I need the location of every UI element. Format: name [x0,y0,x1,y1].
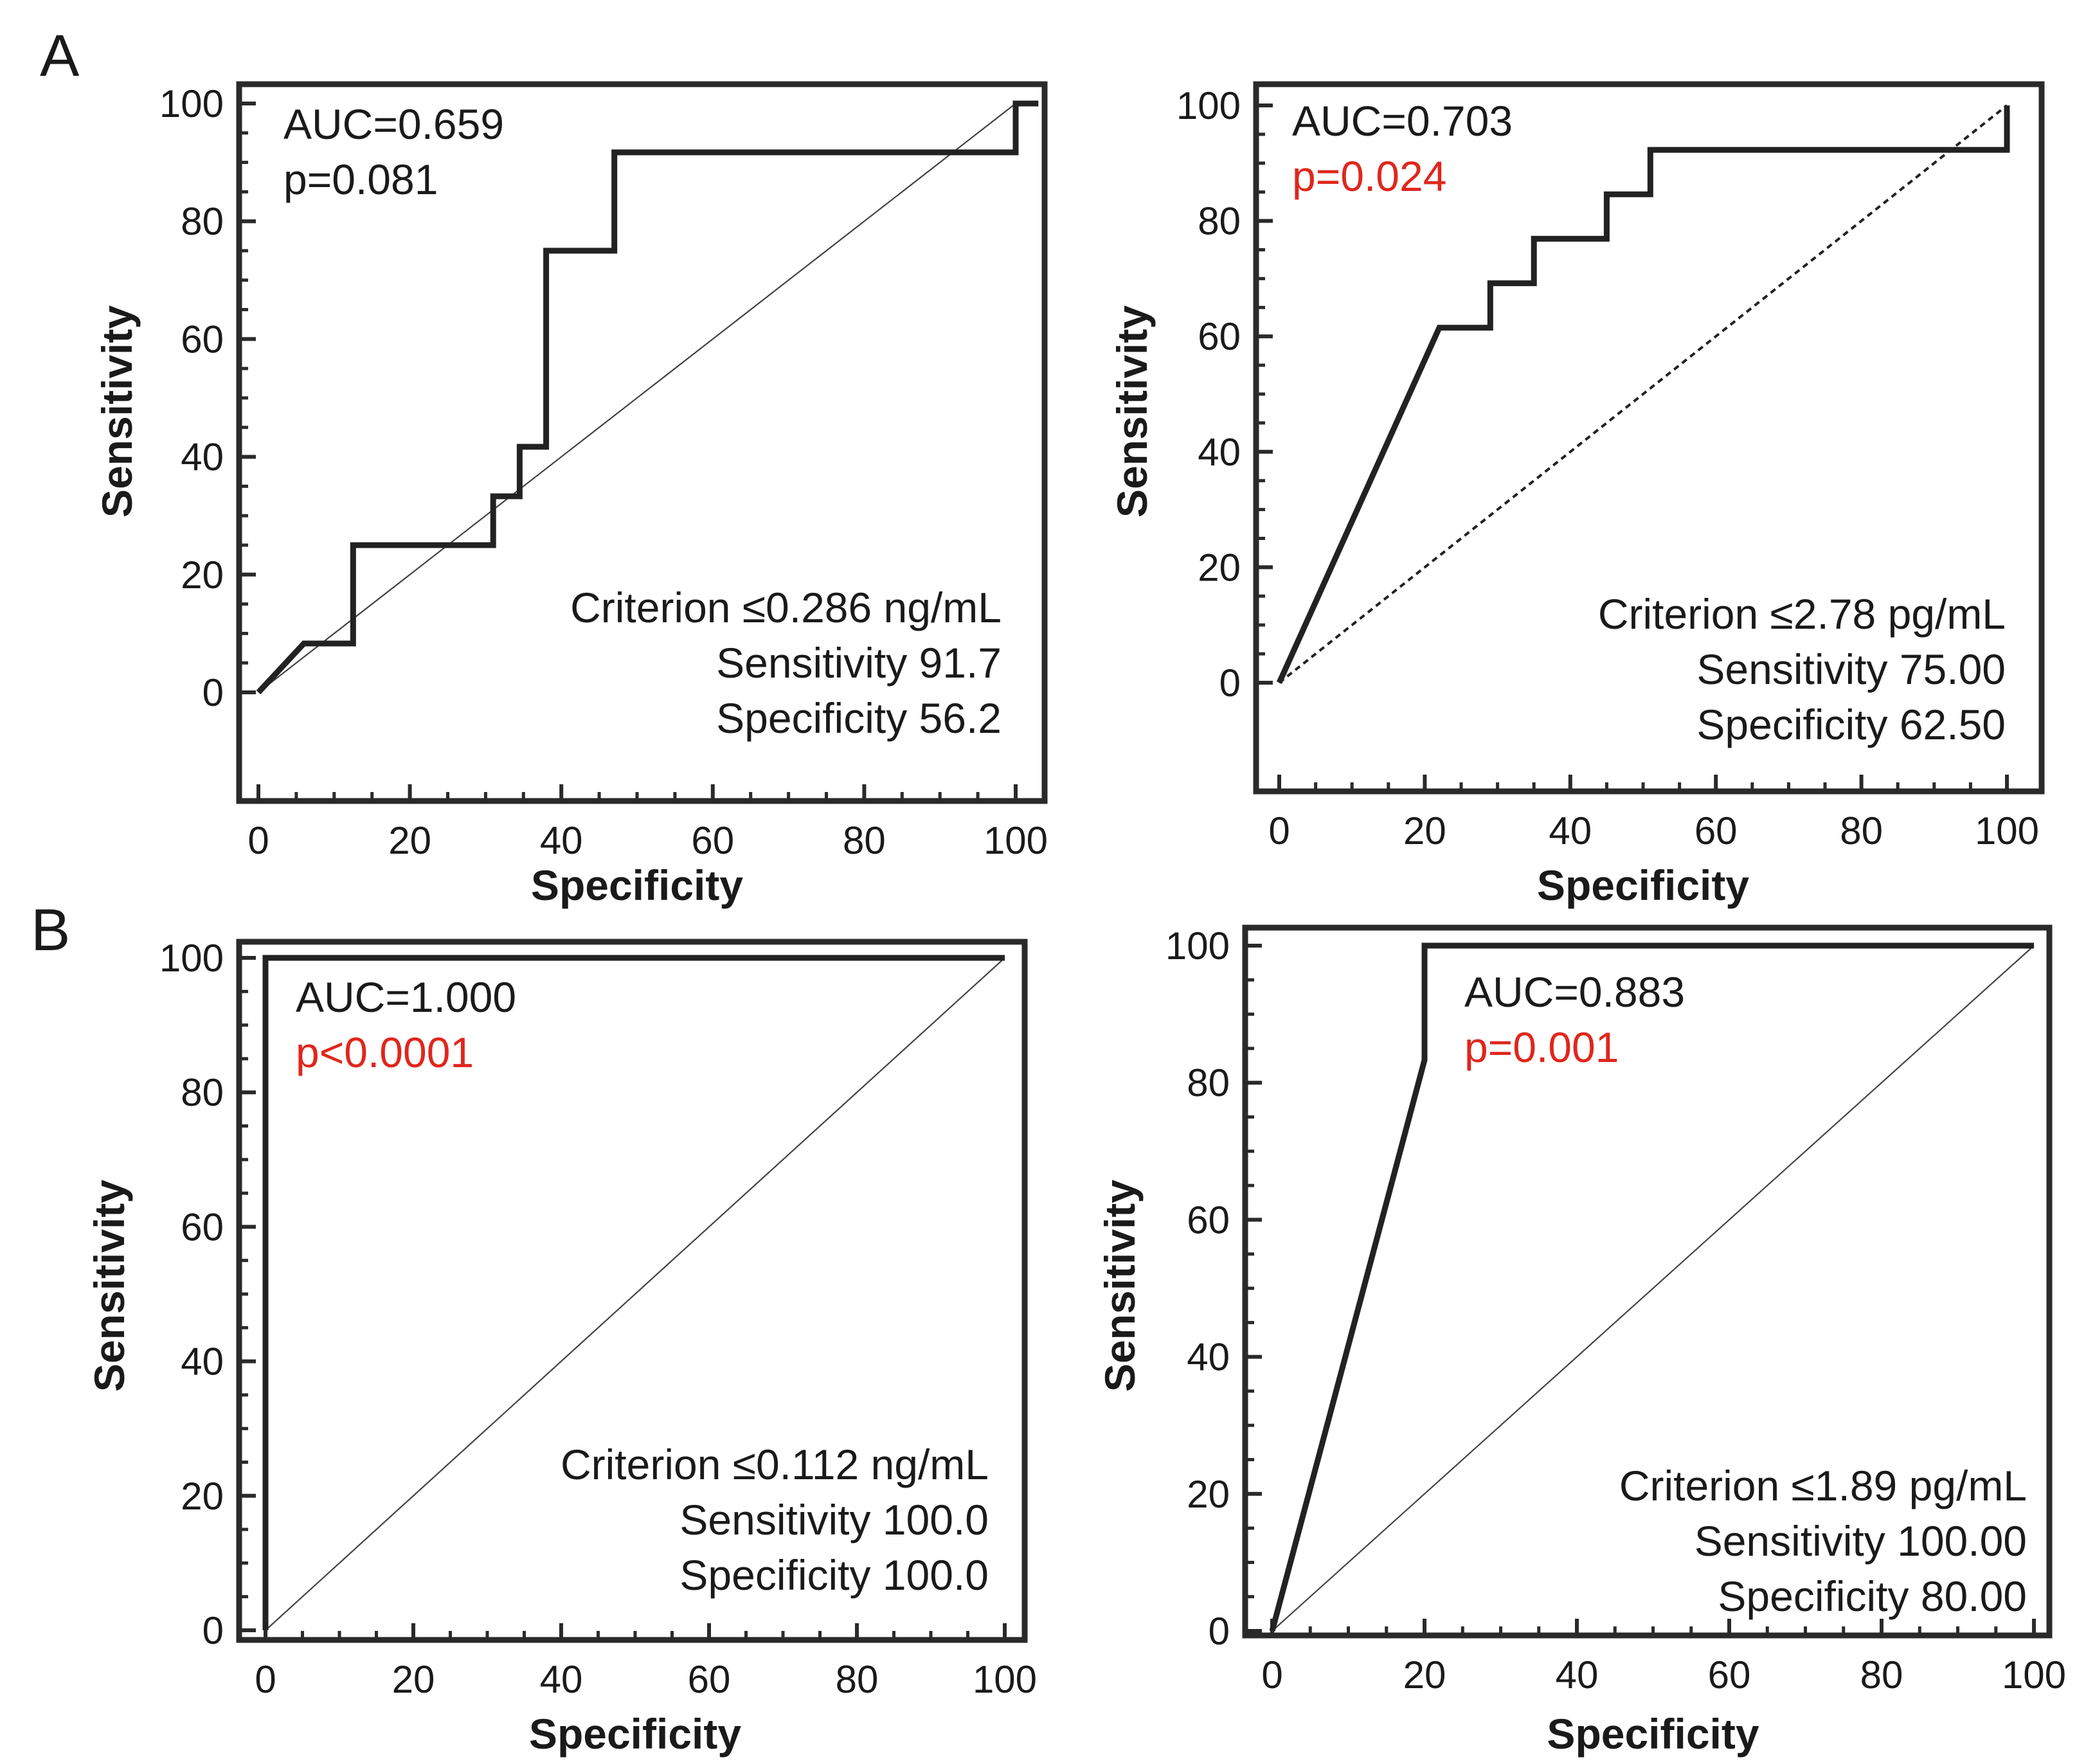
roc-curve-line [256,100,1039,695]
x-tick-label: 80 [1860,1653,1903,1697]
y-tick-label: 100 [159,937,224,980]
x-tick-label: 20 [1403,809,1446,852]
chance-diagonal-line [265,957,1005,1631]
y-tick-label: 0 [202,1609,224,1652]
x-tick-label: 20 [388,819,431,862]
specificity-label: Specificity 56.2 [716,694,1002,742]
y-tick-label: 0 [1219,662,1241,705]
y-tick-label: 80 [181,1071,224,1114]
y-tick-label: 40 [181,436,224,479]
panel-letter-a: A [40,23,80,89]
x-axis-label: Specificity [531,861,743,909]
y-tick-label: 100 [1176,84,1241,127]
roc-curve-line [1269,942,2034,1632]
roc-curve-line [262,955,1005,1630]
x-tick-label: 80 [836,1658,879,1701]
y-tick-label: 100 [1165,924,1230,968]
y-tick-label: 20 [1187,1473,1230,1516]
panel-letter-b: B [31,897,70,963]
chart-panel-A-right: 0 20 40 60 80 100 0 20 40 60 80 100 Specificity Sensi… [1108,81,2045,909]
criterion-label: Criterion ≤1.89 pg/mL [1619,1462,2027,1509]
x-tick-label: 0 [1268,809,1290,852]
x-tick-label: 40 [540,1658,583,1701]
x-tick-label: 80 [1840,809,1883,852]
y-tick-label: 80 [1198,200,1241,243]
x-tick-label: 100 [973,1658,1037,1701]
y-tick-label: 0 [202,671,224,714]
auc-label: AUC=0.883 [1464,968,1685,1016]
x-tick-label: 80 [843,819,886,862]
y-tick-label: 20 [181,1475,224,1518]
auc-label: AUC=0.659 [283,100,504,148]
chart-panel-B-left: 0 20 40 60 80 100 0 20 40 60 80 100 Specificity Sensi… [85,937,1037,1758]
x-tick-label: 40 [1556,1653,1599,1697]
sensitivity-label: Sensitivity 75.00 [1696,645,2006,693]
x-tick-label: 0 [1261,1653,1282,1697]
x-tick-label: 20 [392,1658,435,1701]
auc-label: AUC=1.000 [296,973,516,1021]
y-tick-label: 100 [159,82,224,125]
x-tick-label: 40 [1549,809,1592,852]
x-tick-label: 0 [247,819,269,862]
plot-frame [236,81,1048,804]
y-tick-label: 20 [1198,546,1241,589]
chance-diagonal-line [1272,945,2035,1632]
p-value-label: p<0.0001 [296,1029,474,1076]
plot-frame [1242,924,2053,1639]
y-tick-label: 60 [181,1205,224,1248]
y-tick-label: 40 [1187,1336,1230,1379]
chart-panel-B-right: 0 20 40 60 80 100 0 20 40 60 80 100 Specificity Sensi… [1096,924,2066,1758]
y-tick-label: 40 [1198,431,1241,474]
y-tick-label: 60 [1187,1198,1230,1241]
p-value-label: p=0.081 [283,156,438,203]
y-axis-label: Sensitivity [93,305,141,518]
x-tick-label: 60 [691,819,734,862]
chance-diagonal-line [258,103,1016,693]
y-tick-label: 0 [1209,1610,1230,1653]
specificity-label: Specificity 100.0 [679,1551,989,1599]
auc-label: AUC=0.703 [1292,97,1513,145]
y-tick-label: 80 [181,200,224,243]
specificity-label: Specificity 80.00 [1718,1572,2027,1620]
x-axis-label: Specificity [529,1710,741,1758]
sensitivity-label: Sensitivity 91.7 [716,639,1002,687]
sensitivity-label: Sensitivity 100.00 [1695,1517,2027,1565]
p-value-label: p=0.024 [1292,152,1446,200]
x-tick-label: 0 [255,1658,276,1701]
y-tick-label: 60 [1198,315,1241,358]
x-tick-label: 100 [1975,809,2039,852]
roc-curve-line [1276,105,2010,684]
y-tick-label: 40 [181,1340,224,1383]
chart-panel-A-left: 0 20 40 60 80 100 0 20 40 60 80 100 Specificity Sensi… [93,81,1048,909]
y-tick-label: 20 [181,554,224,597]
y-axis-label: Sensitivity [1096,1180,1144,1392]
x-tick-label: 60 [1708,1653,1751,1697]
x-tick-label: 100 [2002,1653,2066,1697]
x-axis-label: Specificity [1547,1710,1759,1758]
x-tick-label: 100 [984,819,1048,862]
x-axis-label: Specificity [1537,861,1749,909]
p-value-label: p=0.001 [1464,1023,1619,1071]
y-tick-label: 60 [181,318,224,361]
criterion-label: Criterion ≤0.286 ng/mL [570,584,1002,631]
x-tick-label: 60 [1695,809,1738,852]
y-tick-label: 80 [1187,1061,1230,1104]
x-tick-label: 20 [1403,1653,1446,1697]
criterion-label: Criterion ≤2.78 pg/mL [1598,590,2006,638]
sensitivity-label: Sensitivity 100.0 [679,1496,989,1544]
specificity-label: Specificity 62.50 [1696,701,2006,748]
x-tick-label: 40 [540,819,583,862]
x-tick-label: 60 [688,1658,731,1701]
criterion-label: Criterion ≤0.112 ng/mL [561,1441,989,1488]
chart-panels: 0 20 40 60 80 100 0 20 40 60 80 100 Specificity Sensi… [85,81,2066,1758]
y-axis-label: Sensitivity [85,1180,133,1392]
chance-diagonal-line [1278,104,2008,684]
y-axis-label: Sensitivity [1108,305,1156,518]
